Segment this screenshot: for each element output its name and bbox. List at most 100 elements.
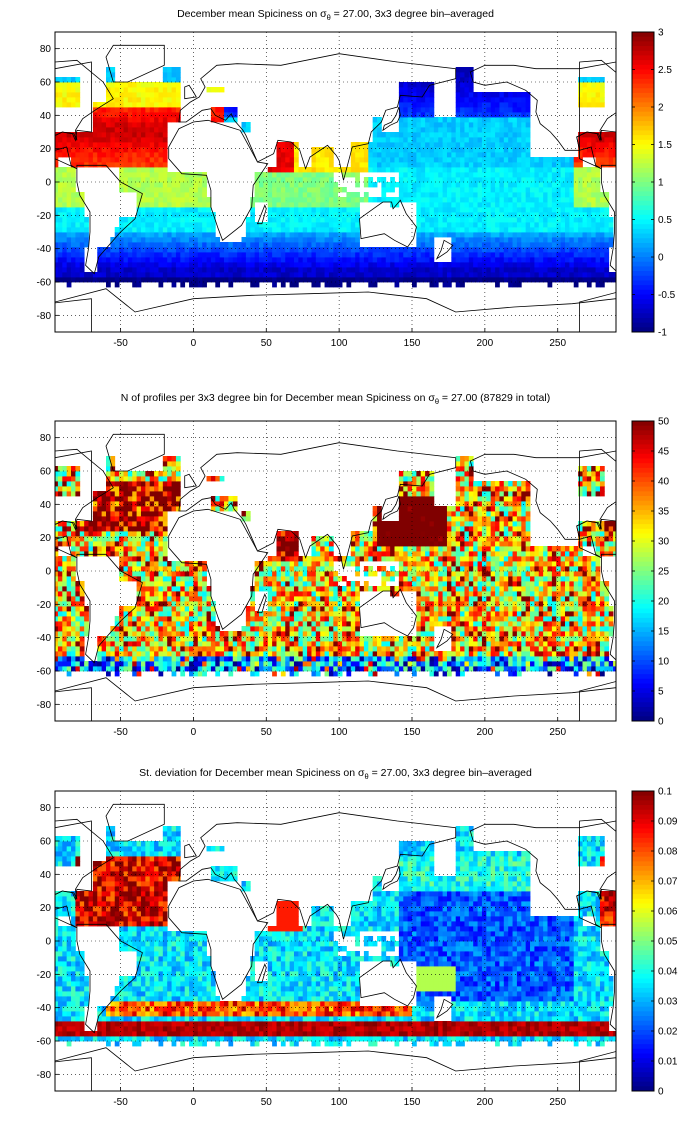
heatmap-cell (207, 212, 212, 217)
heatmap-cell (386, 651, 391, 656)
heatmap-cell (539, 247, 544, 252)
heatmap-cell (460, 177, 465, 182)
heatmap-cell (613, 661, 618, 666)
heatmap-cell (508, 182, 513, 187)
heatmap-cell (473, 142, 478, 147)
heatmap-cell (434, 277, 439, 282)
heatmap-cell (132, 102, 137, 107)
heatmap-cell (290, 207, 295, 212)
heatmap-cell (215, 242, 220, 247)
heatmap-cell (408, 102, 413, 107)
heatmap-cell (185, 272, 190, 277)
heatmap-cell (71, 77, 76, 82)
heatmap-cell (504, 262, 509, 267)
heatmap-cell (294, 167, 299, 172)
heatmap-cell (272, 636, 277, 641)
heatmap-cell (110, 157, 115, 162)
heatmap-cell (228, 242, 233, 247)
heatmap-cell (193, 272, 198, 277)
heatmap-cell (154, 646, 159, 651)
heatmap-cell (255, 646, 260, 651)
heatmap-cell (255, 272, 260, 277)
heatmap-cell (390, 142, 395, 147)
heatmap-cell (298, 636, 303, 641)
heatmap-cell (408, 107, 413, 112)
heatmap-cell (587, 666, 592, 671)
heatmap-cell (84, 152, 89, 157)
heatmap-cell (429, 127, 434, 132)
heatmap-cell (97, 656, 102, 661)
heatmap-cell (176, 197, 181, 202)
heatmap-cell (482, 97, 487, 102)
heatmap-cell (460, 142, 465, 147)
heatmap-cell (364, 177, 369, 182)
heatmap-cell (355, 182, 360, 187)
heatmap-cell (167, 197, 172, 202)
heatmap-cell (351, 247, 356, 252)
heatmap-cell (189, 671, 194, 676)
heatmap-cell (582, 207, 587, 212)
heatmap-cell (242, 641, 247, 646)
heatmap-cell (412, 127, 417, 132)
heatmap-cell (167, 227, 172, 232)
heatmap-cell (62, 142, 67, 147)
heatmap-cell (600, 661, 605, 666)
heatmap-cell (530, 277, 535, 282)
heatmap-cell (517, 272, 522, 277)
heatmap-cell (416, 237, 421, 242)
heatmap-cell (464, 112, 469, 117)
heatmap-cell (137, 621, 142, 626)
heatmap-cell (268, 242, 273, 247)
heatmap-cell (316, 187, 321, 192)
heatmap-cell (342, 631, 347, 636)
heatmap-cell (276, 636, 281, 641)
heatmap-cell (552, 172, 557, 177)
heatmap-cell (290, 252, 295, 257)
heatmap-cell (464, 237, 469, 242)
heatmap-cell (513, 162, 518, 167)
heatmap-cell (80, 267, 85, 272)
heatmap-cell (469, 92, 474, 97)
heatmap-cell (412, 187, 417, 192)
heatmap-cell (434, 262, 439, 267)
heatmap-cell (285, 162, 290, 167)
heatmap-cell (294, 282, 299, 287)
heatmap-cell (434, 152, 439, 157)
heatmap-cell (552, 167, 557, 172)
heatmap-cell (145, 97, 150, 102)
heatmap-cell (141, 621, 146, 626)
heatmap-cell (58, 167, 63, 172)
heatmap-cell (421, 167, 426, 172)
colorbar-swatch (632, 248, 654, 253)
heatmap-cell (530, 202, 535, 207)
heatmap-cell (408, 651, 413, 656)
heatmap-cell (534, 172, 539, 177)
heatmap-cell (320, 202, 325, 207)
heatmap-cell (469, 242, 474, 247)
heatmap-cell (587, 217, 592, 222)
heatmap-cell (246, 267, 251, 272)
heatmap-cell (93, 122, 98, 127)
heatmap-cell (281, 267, 286, 272)
heatmap-cell (596, 232, 601, 237)
heatmap-cell (67, 237, 72, 242)
heatmap-cell (464, 87, 469, 92)
heatmap-cell (145, 152, 150, 157)
heatmap-cell (189, 621, 194, 626)
heatmap-cell (543, 212, 548, 217)
heatmap-cell (58, 187, 63, 192)
heatmap-cell (128, 92, 133, 97)
heatmap-cell (469, 666, 474, 671)
heatmap-cell (600, 257, 605, 262)
heatmap-cell (543, 157, 548, 162)
heatmap-cell (272, 212, 277, 217)
heatmap-cell (530, 247, 535, 252)
heatmap-cell (464, 212, 469, 217)
heatmap-cell (150, 641, 155, 646)
heatmap-cell (163, 626, 168, 631)
heatmap-cell (338, 207, 343, 212)
heatmap-cell (469, 636, 474, 641)
heatmap-cell (425, 227, 430, 232)
heatmap-cell (495, 132, 500, 137)
heatmap-cell (504, 222, 509, 227)
